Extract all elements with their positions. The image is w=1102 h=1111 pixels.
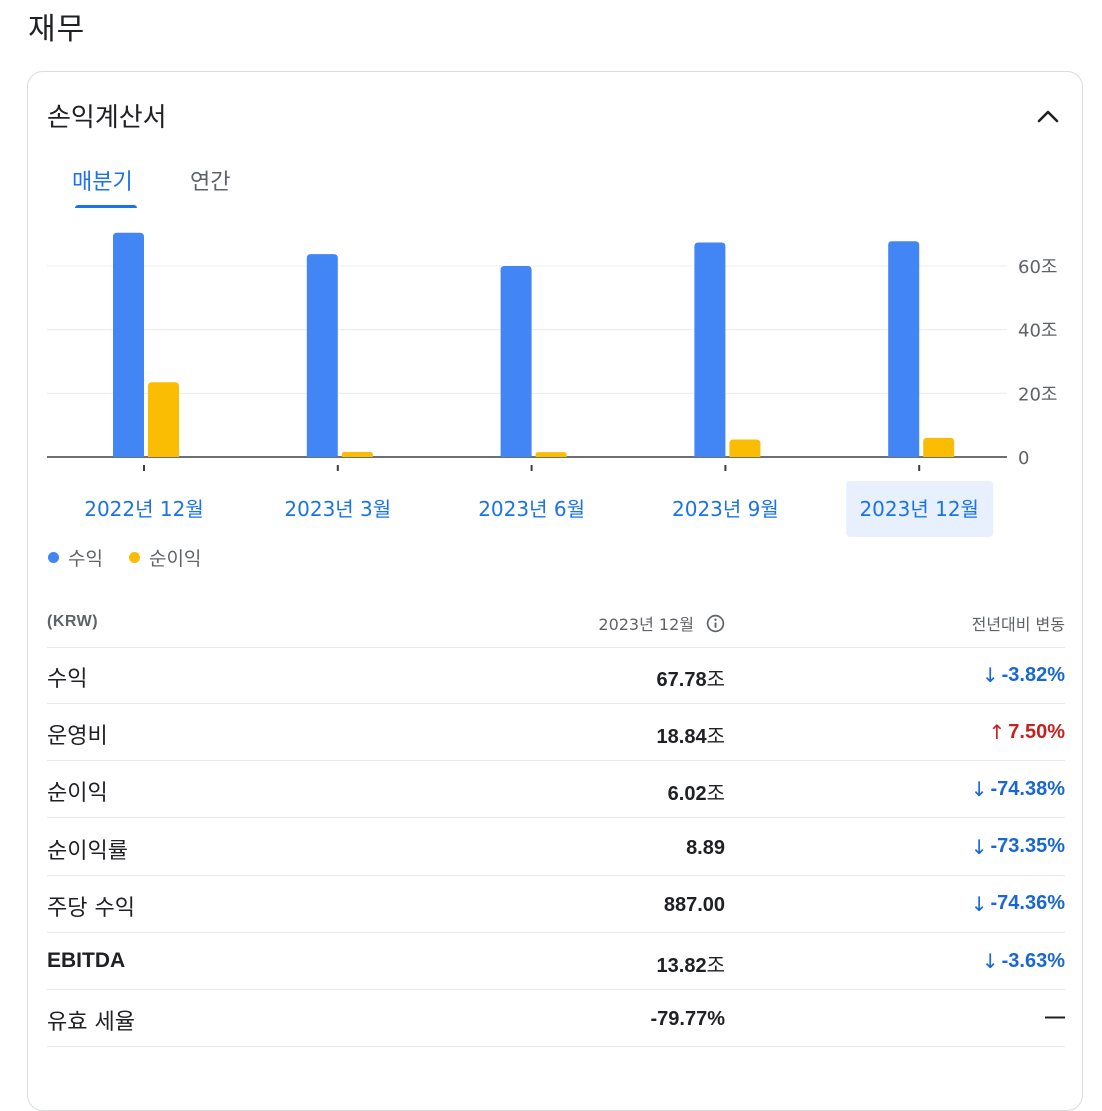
bar-revenue[interactable]: [113, 232, 144, 457]
row-value: 67.78조: [657, 663, 725, 692]
selected-period-highlight: [846, 481, 994, 537]
row-change-value: -74.38%: [990, 777, 1066, 800]
row-change: ↓ -3.82%: [982, 663, 1065, 687]
legend-dot-net-income: [128, 552, 140, 563]
x-tick-label[interactable]: 2023년 6월: [478, 497, 585, 521]
row-change-value: -3.82%: [1001, 663, 1065, 686]
bar-revenue[interactable]: [500, 265, 532, 457]
row-change-value: -3.63%: [1001, 949, 1065, 972]
row-change-value: —: [1045, 1006, 1065, 1029]
active-tab-indicator: [75, 205, 137, 208]
income-chart: 0 20조 40조 60조 2022년 12월 2023년 3월 2023년 6월 2023년…: [47, 232, 1057, 537]
table-row: 운영비 18.84조 ↑ 7.50%: [47, 705, 1065, 762]
bar-net-income[interactable]: [923, 437, 955, 457]
row-value: 887.00: [664, 892, 725, 917]
legend-label-revenue: 수익: [68, 548, 103, 570]
row-value-number: 6.02: [667, 783, 707, 806]
row-value-number: -79.77%: [650, 1008, 726, 1031]
row-value: 18.84조: [657, 720, 725, 749]
legend-item-revenue: 수익: [48, 544, 103, 571]
row-label: EBITDA: [47, 949, 126, 972]
row-change-value: -74.36%: [990, 892, 1066, 915]
row-label: 주당 수익: [47, 895, 135, 921]
period-header-label: 2023년 12월: [598, 615, 694, 634]
row-label: 운영비: [47, 724, 108, 750]
x-tick-label[interactable]: 2023년 9월: [672, 497, 779, 521]
row-label: 순이익: [47, 781, 108, 807]
y-tick-label: 40조: [1018, 321, 1057, 342]
tab-annual[interactable]: 연간: [190, 170, 231, 195]
row-change-value: 7.50%: [1008, 720, 1065, 743]
row-change: —: [1045, 1006, 1065, 1029]
x-tick-label[interactable]: 2022년 12월: [84, 497, 204, 521]
row-value: 13.82조: [657, 949, 725, 978]
yoy-change-header: 전년대비 변동: [971, 615, 1065, 634]
table-row: 주당 수익 887.00 ↓ -74.36%: [47, 877, 1065, 933]
row-value-number: 67.78: [656, 669, 707, 691]
row-label: 유효 세율: [47, 1010, 135, 1036]
table-row: 순이익률 8.89 ↓ -73.35%: [47, 820, 1065, 876]
row-change: ↓ -73.35%: [971, 835, 1065, 859]
table-row: 순이익 6.02조 ↓ -74.38%: [47, 762, 1065, 819]
bar-revenue[interactable]: [888, 241, 920, 457]
bar-net-income[interactable]: [341, 452, 373, 457]
row-value: -79.77%: [651, 1006, 726, 1031]
arrow-down-icon: ↓: [970, 777, 988, 802]
arrow-down-icon: ↓: [981, 663, 999, 687]
row-value-unit: 조: [706, 781, 725, 806]
chart-legend: 수익 순이익: [48, 544, 201, 571]
bar-net-income[interactable]: [148, 382, 179, 457]
table-row: 수익 67.78조 ↓ -3.82%: [47, 648, 1065, 704]
y-tick-label: 0: [1018, 448, 1029, 469]
income-statement-card: 손익계산서 매분기 연간 0 20조 40조 60조 2022년 12월 2023년 3월…: [27, 71, 1083, 1111]
row-change: ↑ 7.50%: [989, 720, 1065, 744]
row-change: ↓ -3.63%: [982, 949, 1065, 973]
bar-revenue[interactable]: [306, 254, 338, 457]
row-value-unit: 조: [706, 667, 725, 691]
row-value-number: 8.89: [686, 836, 725, 859]
tab-quarterly[interactable]: 매분기: [72, 170, 133, 195]
table-row: 유효 세율 -79.77% —: [47, 991, 1065, 1048]
table-header: (KRW) 2023년 12월 전년대비 변동: [47, 605, 1065, 648]
bar-net-income[interactable]: [729, 439, 761, 457]
currency-label: (KRW): [47, 613, 99, 630]
chevron-up-icon: [1037, 110, 1059, 123]
arrow-up-icon: ↑: [988, 720, 1006, 745]
arrow-down-icon: ↓: [970, 891, 988, 916]
row-change-value: -73.35%: [990, 835, 1066, 858]
legend-label-net-income: 순이익: [148, 548, 202, 570]
period-header: 2023년 12월: [598, 611, 725, 635]
row-value-number: 13.82: [656, 955, 707, 977]
row-value-number: 18.84: [656, 726, 707, 749]
info-icon[interactable]: [706, 614, 725, 633]
legend-dot-revenue: [48, 552, 59, 563]
row-change: ↓ -74.36%: [971, 892, 1065, 916]
y-tick-label: 60조: [1018, 257, 1057, 278]
collapse-button[interactable]: [1028, 96, 1068, 136]
bar-net-income[interactable]: [535, 452, 567, 457]
bar-revenue[interactable]: [694, 242, 726, 457]
page-title: 재무: [28, 12, 86, 47]
row-label: 수익: [47, 667, 88, 692]
row-value-number: 887.00: [663, 893, 725, 916]
table-row: EBITDA 13.82조 ↓ -3.63%: [47, 934, 1065, 990]
row-label: 순이익률: [47, 838, 128, 864]
x-tick-label[interactable]: 2023년 12월: [859, 497, 979, 521]
legend-item-net-income: 순이익: [128, 544, 202, 571]
row-value-unit: 조: [706, 724, 725, 749]
card-title: 손익계산서: [47, 103, 167, 133]
row-change: ↓ -74.38%: [971, 777, 1065, 801]
row-value: 6.02조: [668, 777, 725, 806]
row-value-unit: 조: [706, 953, 725, 977]
x-tick-label[interactable]: 2023년 3월: [284, 497, 391, 521]
arrow-down-icon: ↓: [970, 834, 988, 859]
y-tick-label: 20조: [1018, 384, 1057, 405]
row-value: 8.89: [686, 835, 725, 860]
arrow-down-icon: ↓: [981, 949, 999, 973]
